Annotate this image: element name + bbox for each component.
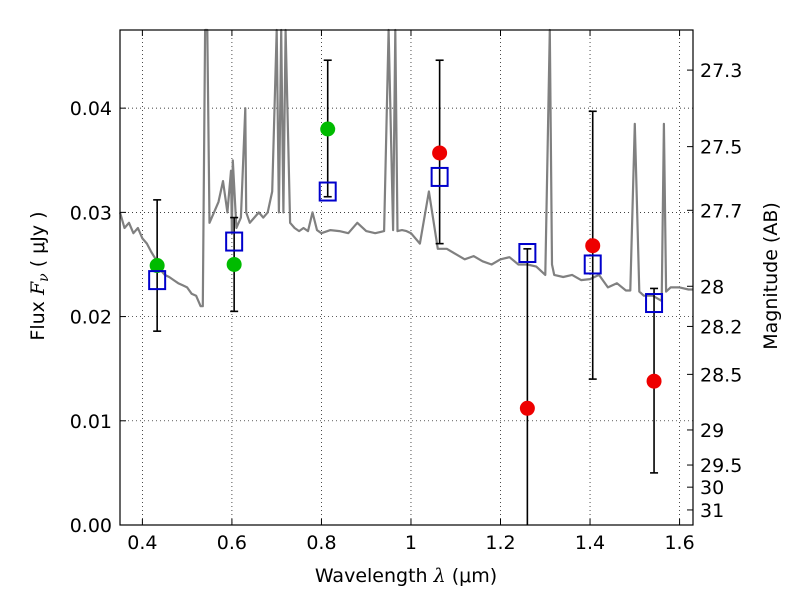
y-tick-label: 0.00 [70, 515, 112, 537]
model-flux-square [225, 231, 244, 252]
x-axis-label: Wavelength λ (μm) [315, 565, 497, 587]
flux-point [149, 258, 165, 274]
model-flux-square [148, 270, 167, 291]
model-flux-square [318, 181, 337, 202]
model-flux-square [430, 166, 449, 187]
y-axis-ticks: 0.00 0.01 0.02 0.03 0.04 [70, 98, 126, 537]
x-tick-label: 1.2 [485, 532, 515, 554]
flux-point [432, 145, 448, 161]
magnitude-tick-label: 29 [700, 420, 724, 442]
spectrum-line [118, 28, 693, 308]
magnitude-tick-label: 30 [700, 477, 724, 499]
x-tick-label: 1 [405, 532, 417, 554]
magnitude-tick-label: 31 [700, 500, 724, 522]
flux-point [519, 400, 535, 416]
model-flux-square [645, 293, 664, 314]
flux-point [646, 373, 662, 389]
x-tick-label: 1.6 [664, 532, 694, 554]
grid [120, 30, 693, 525]
model-spectrum [118, 28, 693, 308]
magnitude-tick-label: 28 [700, 276, 724, 298]
magnitude-tick-label: 29.5 [700, 455, 742, 477]
x-tick-label: 1.4 [575, 532, 605, 554]
error-bars [153, 59, 659, 525]
flux-point [320, 121, 336, 137]
x-tick-label: 0.6 [217, 532, 247, 554]
x-tick-label: 0.8 [306, 532, 336, 554]
y-tick-label: 0.04 [70, 98, 112, 120]
magnitude-tick-label: 27.5 [700, 137, 742, 159]
y-tick-label: 0.01 [70, 411, 112, 433]
magnitude-tick-label: 27.3 [700, 60, 742, 82]
x-tick-label: 0.4 [127, 532, 157, 554]
flux-point [585, 238, 601, 254]
error-bar [523, 248, 532, 525]
magnitude-tick-label: 28.2 [700, 316, 742, 338]
y-tick-label: 0.02 [70, 307, 112, 329]
x-axis-ticks: 0.4 0.6 0.8 1 1.2 1.4 1.6 [127, 30, 695, 554]
model-flux-square [583, 254, 602, 275]
magnitude-tick-label: 28.5 [700, 364, 742, 386]
model-flux-square [518, 243, 537, 264]
flux-point [226, 256, 242, 272]
magnitude-tick-label: 27.7 [700, 200, 742, 222]
y-axis-label: Flux Fν ( μJy ) [27, 211, 52, 340]
plot-frame [119, 29, 694, 526]
y-tick-label: 0.03 [70, 202, 112, 224]
magnitude-axis-label: Magnitude (AB) [760, 202, 782, 350]
photometry-markers [148, 121, 664, 416]
